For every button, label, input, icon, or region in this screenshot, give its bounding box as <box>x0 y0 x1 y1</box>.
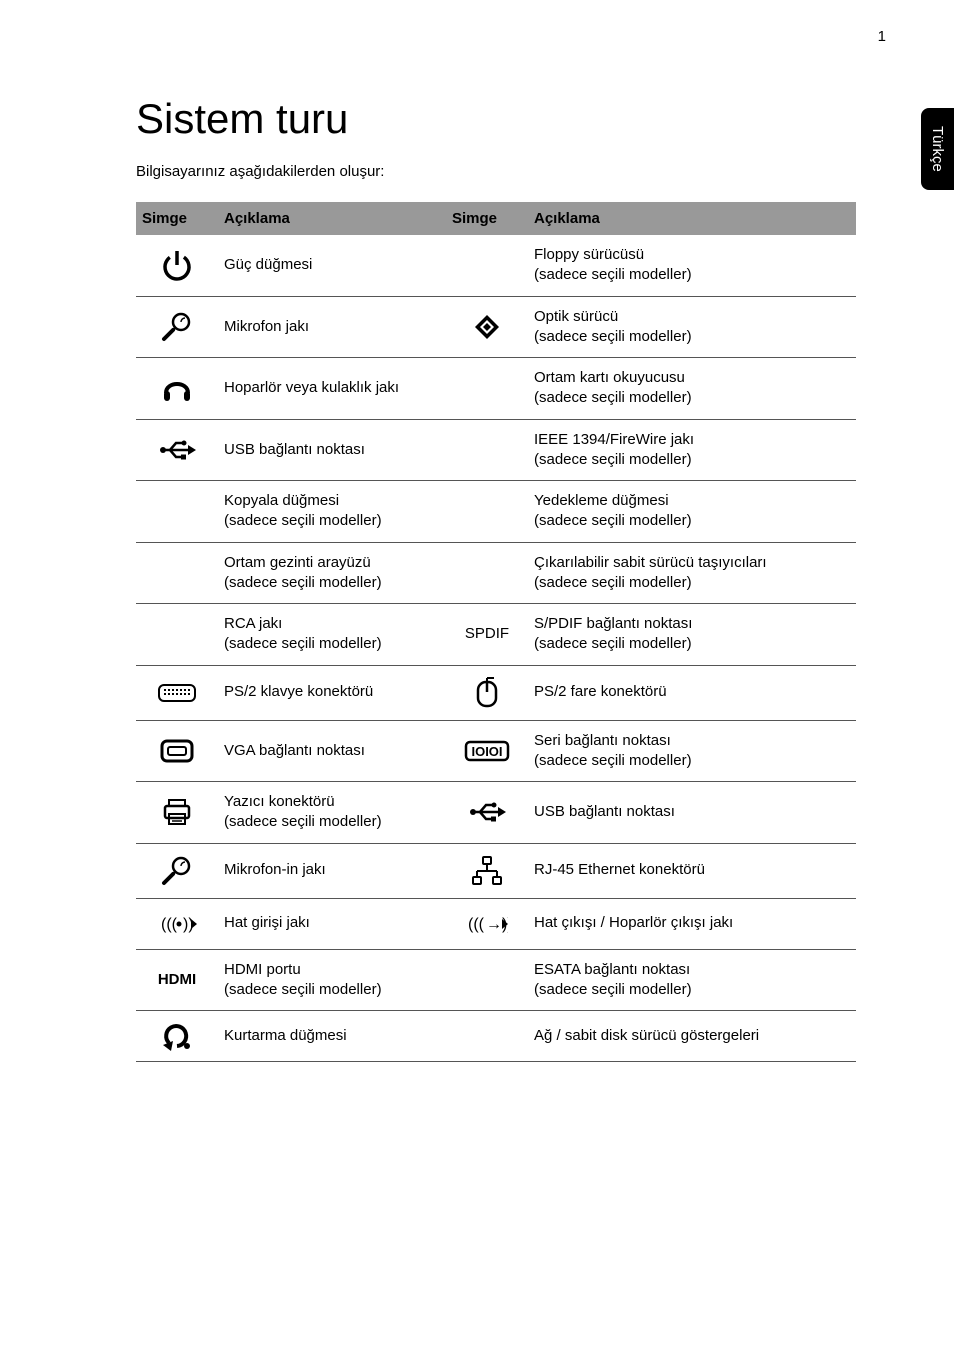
ports-table: Simge Açıklama Simge Açıklama Güç düğmes… <box>136 202 856 1062</box>
empty-icon <box>446 235 528 296</box>
empty-icon <box>446 1011 528 1062</box>
cell-desc: Seri bağlantı noktası(sadece seçili mode… <box>528 720 856 782</box>
subtitle: Bilgisayarınız aşağıdakilerden oluşur: <box>136 163 856 180</box>
cell-desc: RJ-45 Ethernet konektörü <box>528 843 856 898</box>
microphone-icon <box>136 843 218 898</box>
cell-desc: IEEE 1394/FireWire jakı(sadece seçili mo… <box>528 419 856 481</box>
microphone-icon <box>136 296 218 358</box>
cell-desc: Çıkarılabilir sabit sürücü taşıyıcıları(… <box>528 542 856 604</box>
table-row: Hoparlör veya kulaklık jakı Ortam kartı … <box>136 358 856 420</box>
header-simge-2: Simge <box>446 202 528 235</box>
cell-desc: Kopyala düğmesi(sadece seçili modeller) <box>218 481 446 543</box>
header-simge-1: Simge <box>136 202 218 235</box>
table-row: RCA jakı(sadece seçili modeller) SPDIF S… <box>136 604 856 666</box>
table-row: Güç düğmesi Floppy sürücüsü(sadece seçil… <box>136 235 856 296</box>
usb-icon <box>446 782 528 844</box>
language-tab: Türkçe <box>921 108 954 190</box>
empty-icon <box>446 949 528 1011</box>
cell-desc: PS/2 fare konektörü <box>528 665 856 720</box>
table-row: PS/2 klavye konektörü PS/2 fare konektör… <box>136 665 856 720</box>
keyboard-icon <box>136 665 218 720</box>
optical-diamond-icon <box>446 296 528 358</box>
cell-desc: Yazıcı konektörü(sadece seçili modeller) <box>218 782 446 844</box>
empty-icon <box>446 419 528 481</box>
table-row: Mikrofon-in jakı RJ-45 Ethernet konektör… <box>136 843 856 898</box>
empty-icon <box>446 358 528 420</box>
svg-text:(((: ((( <box>468 916 485 933</box>
cell-desc: Hat çıkışı / Hoparlör çıkışı jakı <box>528 898 856 949</box>
headphone-icon <box>136 358 218 420</box>
cell-desc: HDMI portu(sadece seçili modeller) <box>218 949 446 1011</box>
table-row: HDMI HDMI portu(sadece seçili modeller) … <box>136 949 856 1011</box>
table-row: VGA bağlantı noktası IOIOI Seri bağlantı… <box>136 720 856 782</box>
cell-desc: Ağ / sabit disk sürücü göstergeleri <box>528 1011 856 1062</box>
vga-icon <box>136 720 218 782</box>
table-row: Ortam gezinti arayüzü(sadece seçili mode… <box>136 542 856 604</box>
line-in-icon: ((()) <box>136 898 218 949</box>
table-row: ((()) Hat girişi jakı (((→)) Hat çıkışı … <box>136 898 856 949</box>
table-row: Kurtarma düğmesi Ağ / sabit disk sürücü … <box>136 1011 856 1062</box>
serial-icon: IOIOI <box>446 720 528 782</box>
main-content: Sistem turu Bilgisayarınız aşağıdakilerd… <box>136 95 856 1062</box>
empty-icon <box>446 481 528 543</box>
page-title: Sistem turu <box>136 95 856 143</box>
printer-icon <box>136 782 218 844</box>
svg-text:IOIOI: IOIOI <box>471 744 502 759</box>
header-aciklama-1: Açıklama <box>218 202 446 235</box>
cell-desc: Optik sürücü(sadece seçili modeller) <box>528 296 856 358</box>
cell-desc: Güç düğmesi <box>218 235 446 296</box>
svg-text:(((: ((( <box>161 916 178 933</box>
cell-desc: VGA bağlantı noktası <box>218 720 446 782</box>
cell-desc: Kurtarma düğmesi <box>218 1011 446 1062</box>
spdif-label: SPDIF <box>446 604 528 666</box>
table-header-row: Simge Açıklama Simge Açıklama <box>136 202 856 235</box>
cell-desc: Hat girişi jakı <box>218 898 446 949</box>
empty-icon <box>136 481 218 543</box>
table-row: Kopyala düğmesi(sadece seçili modeller) … <box>136 481 856 543</box>
hdmi-label: HDMI <box>136 949 218 1011</box>
table-row: Mikrofon jakı Optik sürücü(sadece seçili… <box>136 296 856 358</box>
cell-desc: Mikrofon jakı <box>218 296 446 358</box>
cell-desc: RCA jakı(sadece seçili modeller) <box>218 604 446 666</box>
recovery-icon <box>136 1011 218 1062</box>
empty-icon <box>136 604 218 666</box>
ethernet-icon <box>446 843 528 898</box>
usb-icon <box>136 419 218 481</box>
cell-desc: PS/2 klavye konektörü <box>218 665 446 720</box>
power-icon <box>136 235 218 296</box>
cell-desc: Floppy sürücüsü(sadece seçili modeller) <box>528 235 856 296</box>
mouse-icon <box>446 665 528 720</box>
page-number: 1 <box>878 28 886 45</box>
cell-desc: S/PDIF bağlantı noktası(sadece seçili mo… <box>528 604 856 666</box>
cell-desc: USB bağlantı noktası <box>528 782 856 844</box>
cell-desc: Ortam kartı okuyucusu(sadece seçili mode… <box>528 358 856 420</box>
header-aciklama-2: Açıklama <box>528 202 856 235</box>
cell-desc: Yedekleme düğmesi(sadece seçili modeller… <box>528 481 856 543</box>
cell-desc: Hoparlör veya kulaklık jakı <box>218 358 446 420</box>
cell-desc: Mikrofon-in jakı <box>218 843 446 898</box>
line-out-icon: (((→)) <box>446 898 528 949</box>
table-row: Yazıcı konektörü(sadece seçili modeller)… <box>136 782 856 844</box>
empty-icon <box>446 542 528 604</box>
empty-icon <box>136 542 218 604</box>
cell-desc: USB bağlantı noktası <box>218 419 446 481</box>
cell-desc: Ortam gezinti arayüzü(sadece seçili mode… <box>218 542 446 604</box>
table-row: USB bağlantı noktası IEEE 1394/FireWire … <box>136 419 856 481</box>
cell-desc: ESATA bağlantı noktası(sadece seçili mod… <box>528 949 856 1011</box>
